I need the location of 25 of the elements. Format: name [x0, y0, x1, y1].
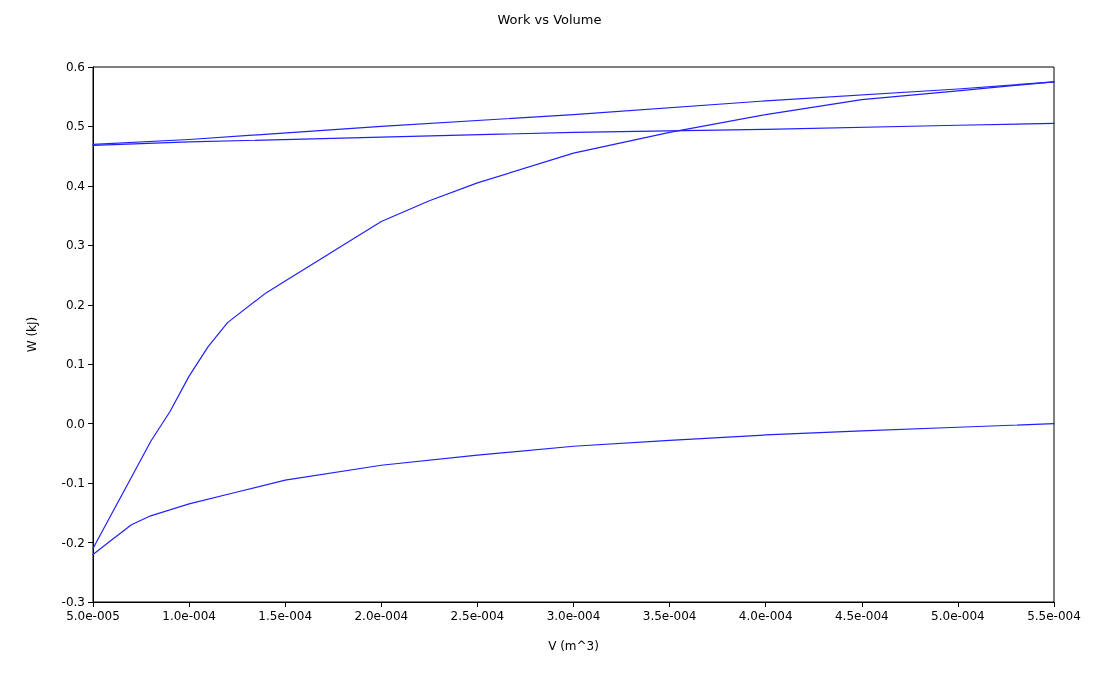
x-tick-label: 1.0e-004 [162, 609, 216, 623]
y-tick-label: 0.5 [65, 119, 85, 134]
x-tick-label: 2.0e-004 [354, 609, 409, 623]
y-tick-label: -0.2 [61, 535, 85, 550]
x-tick-label: 4.5e-004 [834, 609, 889, 623]
x-tick-label: 5.0e-005 [66, 609, 120, 623]
x-tick-label: 3.0e-004 [546, 609, 601, 623]
x-tick-label: 1.5e-004 [258, 609, 313, 623]
y-tick-label: 0.1 [65, 357, 85, 372]
line-series [92, 423, 1055, 556]
y-tick-label: 0.2 [65, 297, 85, 312]
y-tick-label: -0.1 [61, 476, 85, 491]
x-tick-label: 2.5e-004 [450, 609, 505, 623]
y-axis-title: W (kJ) [25, 316, 39, 353]
x-tick-label: 5.0e-004 [931, 609, 985, 623]
y-tick-label: 0.6 [65, 60, 85, 74]
y-tick-label: 0.0 [65, 416, 85, 431]
x-tick-label: 4.0e-004 [738, 609, 793, 623]
x-axis-title: V (m^3) [548, 639, 599, 653]
y-tick-label: -0.3 [61, 595, 85, 609]
x-tick-label: 5.5e-004 [1027, 609, 1081, 623]
y-tick-label: 0.4 [65, 178, 85, 193]
y-tick-label: 0.3 [65, 238, 85, 253]
chart-title: Work vs Volume [497, 12, 602, 27]
x-tick-label: 3.5e-004 [642, 609, 697, 623]
